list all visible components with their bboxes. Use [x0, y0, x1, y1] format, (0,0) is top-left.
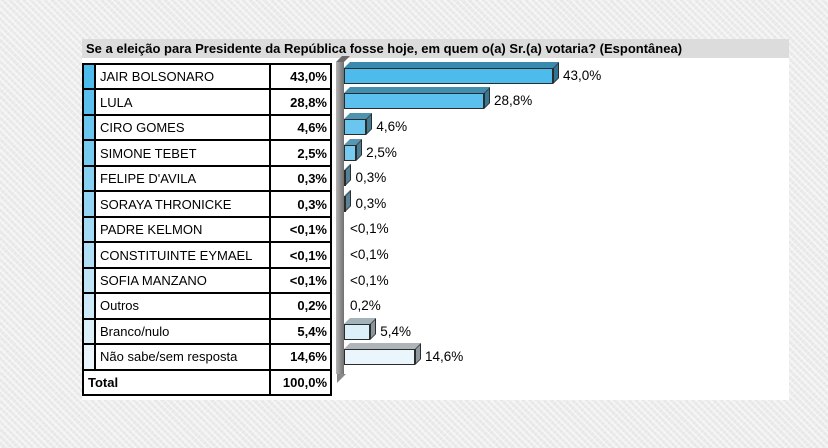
- value-axis: [336, 62, 344, 374]
- bar: [344, 119, 367, 135]
- bar: [344, 195, 346, 212]
- bar-value-label: <0,1%: [350, 247, 389, 262]
- bar: [344, 144, 357, 161]
- candidate-name: CONSTITUINTE EYMAEL: [100, 247, 253, 263]
- table-row: SIMONE TEBET 2,5%: [84, 141, 330, 167]
- table-row: SOFIA MANZANO <0,1%: [84, 268, 330, 295]
- bar-value-label: 2,5%: [366, 144, 397, 160]
- bar: [344, 170, 346, 187]
- candidate-value: 43,0%: [269, 65, 330, 89]
- bar-value-label: 14,6%: [424, 349, 464, 365]
- bar-value-label: 5,4%: [380, 323, 412, 339]
- axis-foot: [337, 374, 346, 383]
- row-color-swatch: [84, 319, 96, 344]
- candidate-value: <0,1%: [269, 243, 330, 267]
- row-color-swatch: [84, 192, 96, 216]
- candidate-value: <0,1%: [269, 217, 330, 242]
- bar-value-label: 0,3%: [355, 170, 387, 186]
- bar-value-label: 43,0%: [562, 67, 602, 83]
- total-value: 100,0%: [269, 370, 330, 395]
- candidate-value: 0,3%: [269, 166, 330, 191]
- candidate-name: Não sabe/sem resposta: [100, 349, 238, 365]
- candidate-value: 14,6%: [269, 345, 330, 369]
- row-color-swatch: [84, 65, 96, 89]
- candidate-name: CIRO GOMES: [100, 120, 185, 136]
- row-color-swatch: [84, 115, 96, 140]
- candidate-name: PADRE KELMON: [100, 222, 203, 238]
- table-row: SORAYA THRONICKE 0,3%: [84, 192, 330, 218]
- row-color-swatch: [84, 268, 96, 293]
- row-color-swatch: [84, 294, 96, 318]
- row-color-swatch: [84, 345, 96, 369]
- chart-title: Se a eleição para Presidente da Repúblic…: [82, 39, 789, 58]
- row-color-swatch: [84, 243, 96, 267]
- candidate-value: 2,5%: [269, 141, 330, 165]
- candidate-name: Outros: [100, 298, 140, 314]
- bar-value-label: <0,1%: [350, 272, 389, 288]
- bar: [344, 67, 553, 84]
- candidate-value: 0,3%: [269, 192, 330, 216]
- bar-value-label: 0,3%: [355, 195, 387, 211]
- candidate-value: 28,8%: [269, 90, 330, 114]
- table-row: Não sabe/sem resposta 14,6%: [84, 345, 330, 371]
- row-color-swatch: [84, 166, 96, 191]
- candidate-name: JAIR BOLSONARO: [100, 69, 215, 85]
- candidate-name: Branco/nulo: [100, 323, 170, 339]
- bar: [344, 323, 371, 340]
- candidate-name: SIMONE TEBET: [100, 145, 197, 161]
- bar: [344, 349, 415, 366]
- candidate-value: 5,4%: [269, 319, 330, 344]
- candidate-value: 0,2%: [269, 294, 330, 318]
- table-total-row: Total 100,0%: [84, 370, 330, 395]
- candidate-name: SORAYA THRONICKE: [100, 196, 232, 212]
- table-row: CIRO GOMES 4,6%: [84, 115, 330, 142]
- candidate-name: LULA: [100, 94, 133, 110]
- row-color-swatch: [84, 90, 96, 114]
- bar: [344, 93, 484, 110]
- row-color-swatch: [84, 217, 96, 242]
- table-row: Branco/nulo 5,4%: [84, 319, 330, 346]
- bar-value-label: <0,1%: [350, 221, 389, 237]
- total-label: Total: [88, 374, 119, 390]
- row-color-swatch: [84, 141, 96, 165]
- table-row: PADRE KELMON <0,1%: [84, 217, 330, 244]
- candidate-name: SOFIA MANZANO: [100, 272, 207, 288]
- bar-value-label: 0,2%: [350, 298, 381, 314]
- table-row: FELIPE D'AVILA 0,3%: [84, 166, 330, 193]
- candidate-value: 4,6%: [269, 115, 330, 140]
- bar-value-label: 4,6%: [376, 119, 408, 134]
- table-row: CONSTITUINTE EYMAEL <0,1%: [84, 243, 330, 269]
- candidate-value: <0,1%: [269, 268, 330, 293]
- poll-table: JAIR BOLSONARO 43,0% LULA 28,8% CIRO GOMES 4,…: [82, 63, 332, 396]
- bar-value-label: 28,8%: [493, 93, 533, 109]
- table-row: Outros 0,2%: [84, 294, 330, 320]
- table-row: JAIR BOLSONARO 43,0%: [84, 65, 330, 91]
- table-row: LULA 28,8%: [84, 90, 330, 116]
- candidate-name: FELIPE D'AVILA: [100, 171, 197, 187]
